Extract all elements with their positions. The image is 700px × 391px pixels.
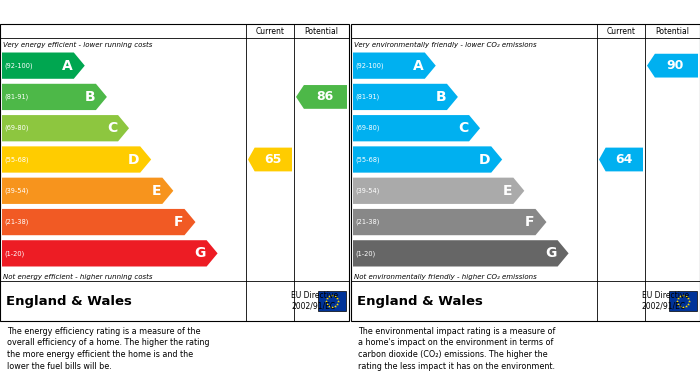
Text: The energy efficiency rating is a measure of the
overall efficiency of a home. T: The energy efficiency rating is a measur… — [7, 326, 209, 371]
Text: (1-20): (1-20) — [4, 250, 25, 256]
Text: (55-68): (55-68) — [4, 156, 29, 163]
Polygon shape — [2, 52, 85, 79]
Text: A: A — [62, 59, 73, 73]
Text: Not environmentally friendly - higher CO₂ emissions: Not environmentally friendly - higher CO… — [354, 274, 537, 280]
Text: (39-54): (39-54) — [355, 188, 379, 194]
Text: Very energy efficient - lower running costs: Very energy efficient - lower running co… — [3, 42, 153, 48]
Text: (21-38): (21-38) — [4, 219, 29, 225]
Text: Potential: Potential — [304, 27, 339, 36]
FancyBboxPatch shape — [669, 291, 697, 311]
Polygon shape — [647, 54, 698, 77]
Text: (81-91): (81-91) — [355, 94, 379, 100]
Polygon shape — [353, 115, 480, 142]
Text: England & Wales: England & Wales — [6, 294, 132, 307]
Text: (55-68): (55-68) — [355, 156, 379, 163]
Text: D: D — [127, 152, 139, 167]
Text: G: G — [195, 246, 206, 260]
Text: (92-100): (92-100) — [355, 63, 384, 69]
Text: (81-91): (81-91) — [4, 94, 28, 100]
Polygon shape — [353, 84, 458, 110]
Polygon shape — [353, 209, 547, 235]
Polygon shape — [2, 209, 195, 235]
Text: (1-20): (1-20) — [355, 250, 375, 256]
Text: (69-80): (69-80) — [4, 125, 29, 131]
Polygon shape — [2, 240, 218, 267]
Text: Current: Current — [256, 27, 284, 36]
Text: Energy Efficiency Rating: Energy Efficiency Rating — [8, 5, 172, 18]
Text: EU Directive
2002/91/EC: EU Directive 2002/91/EC — [291, 291, 338, 311]
Text: (21-38): (21-38) — [355, 219, 379, 225]
Polygon shape — [599, 148, 643, 171]
Text: C: C — [458, 121, 468, 135]
Text: Potential: Potential — [655, 27, 690, 36]
Polygon shape — [248, 148, 292, 171]
Text: E: E — [503, 184, 512, 198]
Polygon shape — [353, 178, 524, 204]
Polygon shape — [2, 146, 151, 173]
Polygon shape — [2, 84, 107, 110]
Text: 64: 64 — [615, 153, 632, 166]
Text: Current: Current — [606, 27, 636, 36]
Text: (92-100): (92-100) — [4, 63, 33, 69]
Text: 65: 65 — [264, 153, 281, 166]
Polygon shape — [296, 85, 347, 109]
Text: F: F — [174, 215, 183, 229]
Text: Very environmentally friendly - lower CO₂ emissions: Very environmentally friendly - lower CO… — [354, 42, 537, 48]
Text: 90: 90 — [667, 59, 684, 72]
Text: B: B — [84, 90, 95, 104]
Text: E: E — [152, 184, 162, 198]
Text: D: D — [479, 152, 490, 167]
Polygon shape — [2, 178, 174, 204]
Text: C: C — [107, 121, 117, 135]
Text: 86: 86 — [316, 90, 333, 104]
Text: G: G — [545, 246, 557, 260]
Text: EU Directive
2002/91/EC: EU Directive 2002/91/EC — [642, 291, 689, 311]
Text: A: A — [413, 59, 424, 73]
Text: The environmental impact rating is a measure of
a home's impact on the environme: The environmental impact rating is a mea… — [358, 326, 555, 371]
Text: Environmental Impact (CO₂) Rating: Environmental Impact (CO₂) Rating — [360, 5, 592, 18]
Polygon shape — [2, 115, 129, 142]
Polygon shape — [353, 52, 435, 79]
Text: F: F — [525, 215, 535, 229]
FancyBboxPatch shape — [318, 291, 346, 311]
Text: England & Wales: England & Wales — [357, 294, 483, 307]
Polygon shape — [353, 240, 568, 267]
Text: (69-80): (69-80) — [355, 125, 379, 131]
Text: B: B — [435, 90, 446, 104]
Text: (39-54): (39-54) — [4, 188, 29, 194]
Polygon shape — [353, 146, 502, 173]
Text: Not energy efficient - higher running costs: Not energy efficient - higher running co… — [3, 274, 153, 280]
